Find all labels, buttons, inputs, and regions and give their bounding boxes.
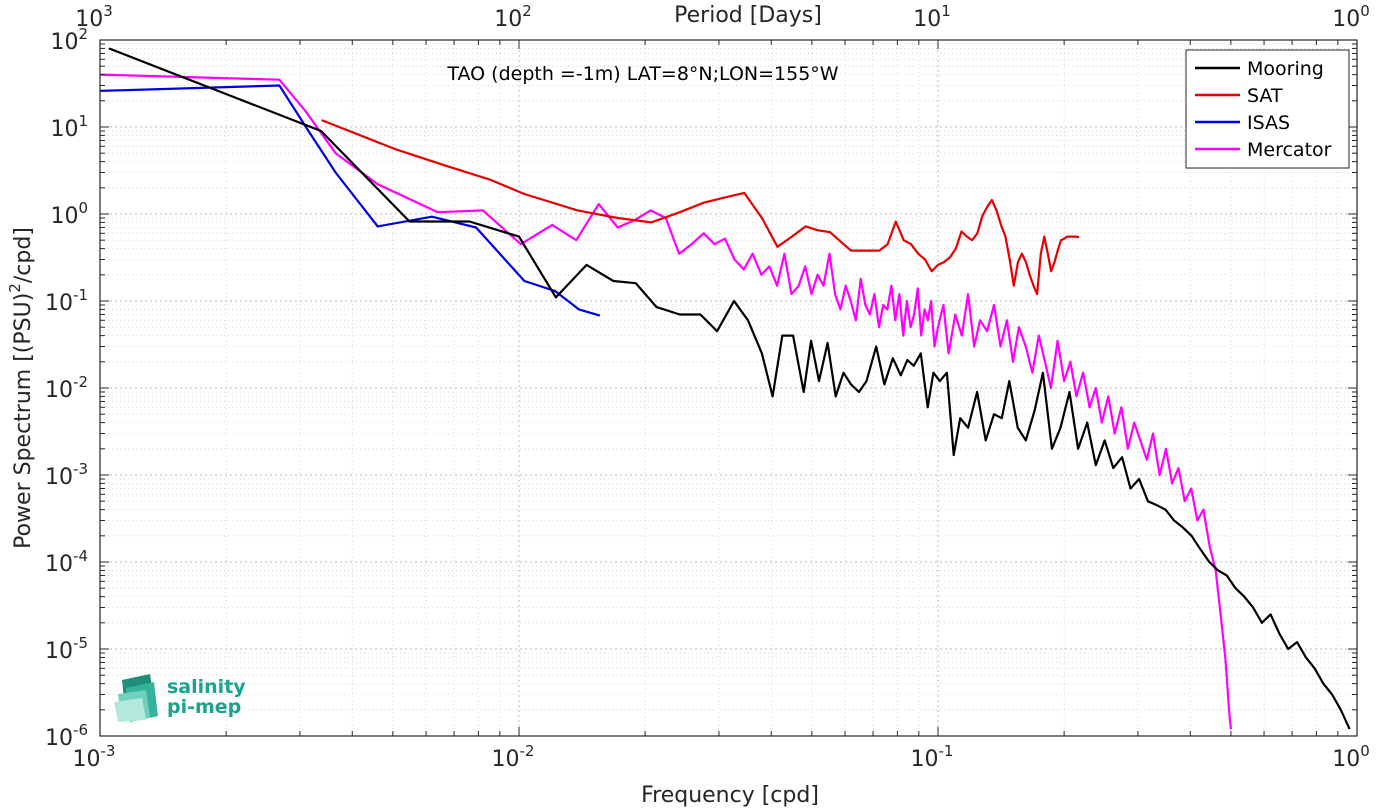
y-tick-label: 10-6 [45, 721, 88, 751]
top-tick-label: 102 [494, 2, 532, 32]
series-line-isas [99, 84, 601, 317]
y-axis-title: Power Spectrum [(PSU)2/cpd] [6, 227, 36, 549]
top-axis-title: Period [Days] [674, 3, 822, 28]
series-line-mercator [99, 73, 1232, 730]
legend-label-isas: ISAS [1247, 112, 1290, 134]
y-axis-title-main: Power Spectrum [(PSU) [11, 293, 36, 549]
salinity-pi-mep-logo: salinity pi-mep [114, 674, 246, 722]
x-tick-label: 100 [1332, 742, 1370, 772]
y-tick-label: 102 [50, 25, 88, 55]
grid [99, 39, 1358, 737]
top-tick-label: 101 [913, 2, 951, 32]
y-tick-label: 10-4 [45, 547, 88, 577]
series-line-sat [321, 119, 1080, 296]
x-tick-label: 10-3 [73, 742, 116, 772]
y-tick-label: 10-1 [45, 286, 88, 316]
y-axis-title-tail: /cpd] [11, 227, 36, 283]
y-tick-label: 100 [50, 199, 88, 229]
legend-label-sat: SAT [1247, 85, 1283, 107]
y-tick-label: 10-2 [45, 373, 88, 403]
y-tick-label: 101 [50, 112, 88, 142]
y-axis-title-sup: 2 [6, 283, 24, 293]
legend-label-mooring: Mooring [1247, 58, 1324, 80]
y-tick-label: 10-5 [45, 634, 88, 664]
logo-text-salinity: salinity [167, 676, 246, 698]
x-tick-label: 10-1 [911, 742, 954, 772]
y-tick-label: 10-3 [45, 460, 88, 490]
plot-area-border [99, 39, 1358, 737]
x-axis-title: Frequency [cpd] [641, 783, 819, 808]
series-line-mooring [108, 47, 1351, 730]
logo-text-pi-mep: pi-mep [167, 696, 241, 718]
top-tick-label: 100 [1332, 2, 1370, 32]
top-tick-label: 103 [75, 2, 113, 32]
x-tick-label: 10-2 [492, 742, 535, 772]
legend: Mooring SAT ISAS Mercator [1185, 49, 1350, 169]
legend-label-mercator: Mercator [1247, 139, 1332, 161]
chart-title: TAO (depth =-1m) LAT=8°N;LON=155°W [446, 63, 838, 85]
series-lines [99, 47, 1351, 730]
logo-mark-icon [114, 674, 158, 722]
